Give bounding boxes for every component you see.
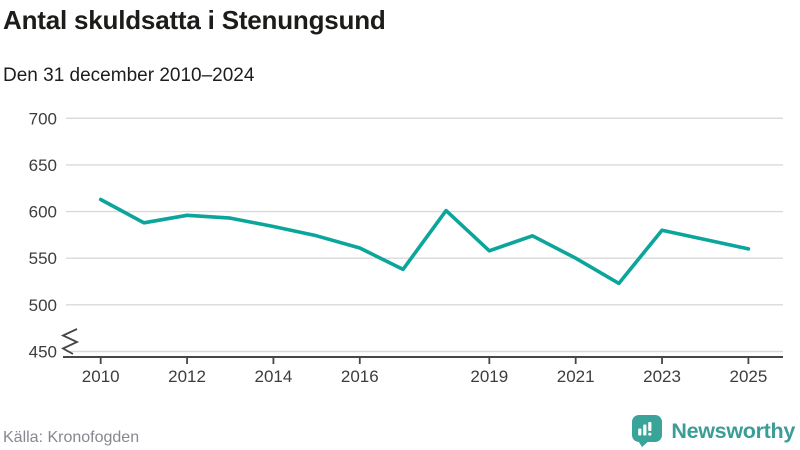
data-line-antal-skuldsatta [98,197,751,286]
y-tick-label: 600 [29,203,57,222]
y-tick-label: 550 [29,249,57,268]
newsworthy-badge-icon [632,415,663,447]
x-tick-label: 2012 [168,367,206,386]
chart-subtitle: Den 31 december 2010–2024 [3,65,255,86]
newsworthy-logo[interactable]: Newsworthy [631,414,795,448]
x-tick-label: 2023 [643,367,681,386]
x-tick-label: 2019 [470,367,508,386]
y-tick-label: 500 [29,296,57,315]
x-tick-label: 2025 [729,367,767,386]
source-note: Källa: Kronofogden [3,429,140,446]
x-tick-label: 2016 [341,367,379,386]
page-title: Antal skuldsatta i Stenungsund [3,5,386,35]
y-tick-label: 650 [29,156,57,175]
x-tick-label: 2010 [82,367,120,386]
y-tick-label: 700 [29,109,57,128]
brand-name: Newsworthy [671,418,795,443]
y-tick-label: 450 [29,343,57,362]
x-tick-label: 2014 [255,367,293,386]
axis-break-icon [60,328,80,355]
x-tick-label: 2021 [557,367,595,386]
